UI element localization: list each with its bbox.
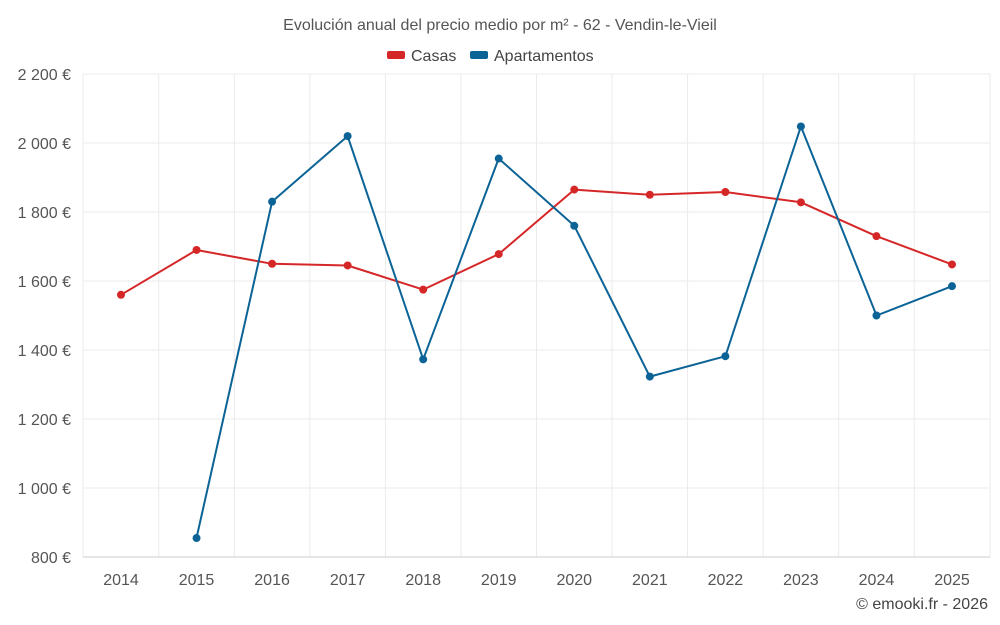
chart-title: Evolución anual del precio medio por m² … <box>283 17 717 34</box>
y-tick-label: 1 400 € <box>18 343 71 360</box>
legend-item-casas[interactable]: Casas <box>387 48 456 65</box>
data-point-apartamentos[interactable] <box>570 221 579 230</box>
x-tick-label: 2015 <box>179 572 215 589</box>
data-point-casas[interactable] <box>192 245 201 254</box>
data-point-casas[interactable] <box>117 290 125 299</box>
x-axis: 2014 2015 2016 2017 2018 2019 2020 2021 2022 2023… <box>83 556 990 589</box>
data-point-apartamentos[interactable] <box>268 197 277 206</box>
legend-item-apartamentos[interactable]: Apartamentos <box>470 48 594 65</box>
credit-text: © emooki.fr - 2026 <box>856 596 988 613</box>
data-point-casas[interactable] <box>343 261 352 270</box>
series-layer <box>117 122 956 543</box>
x-tick-label: 2021 <box>632 572 668 589</box>
data-point-apartamentos[interactable] <box>192 534 201 543</box>
x-tick-label: 2019 <box>481 572 517 589</box>
legend-swatch-casas <box>387 51 405 59</box>
x-tick-label: 2025 <box>934 572 970 589</box>
gridlines <box>82 73 991 557</box>
data-point-casas[interactable] <box>948 260 956 269</box>
series-apartamentos <box>192 122 956 543</box>
y-tick-label: 1 200 € <box>18 412 71 429</box>
y-tick-label: 2 000 € <box>18 136 71 153</box>
x-tick-label: 2024 <box>859 572 895 589</box>
data-point-casas[interactable] <box>721 187 730 196</box>
x-tick-label: 2020 <box>556 572 592 589</box>
x-tick-label: 2022 <box>708 572 744 589</box>
data-point-apartamentos[interactable] <box>721 352 730 361</box>
legend-label-apartamentos: Apartamentos <box>494 48 594 65</box>
data-point-casas[interactable] <box>268 259 277 268</box>
data-point-apartamentos[interactable] <box>343 132 352 141</box>
y-axis: 800 € 1 000 € 1 200 € 1 400 € 1 600 € 1 800 €… <box>18 67 71 567</box>
x-tick-label: 2023 <box>783 572 819 589</box>
data-point-casas[interactable] <box>872 232 881 241</box>
x-tick-label: 2016 <box>254 572 290 589</box>
data-point-casas[interactable] <box>494 250 503 259</box>
data-point-apartamentos[interactable] <box>872 311 881 320</box>
data-point-casas[interactable] <box>645 190 654 199</box>
legend-swatch-apartamentos <box>470 51 488 59</box>
data-point-apartamentos[interactable] <box>645 372 654 381</box>
x-tick-label: 2018 <box>405 572 441 589</box>
x-tick-label: 2017 <box>330 572 366 589</box>
y-tick-label: 1 000 € <box>18 481 71 498</box>
legend-label-casas: Casas <box>411 48 456 65</box>
y-tick-label: 800 € <box>31 550 71 567</box>
y-tick-label: 2 200 € <box>18 67 71 84</box>
data-point-apartamentos[interactable] <box>419 355 428 364</box>
data-point-casas[interactable] <box>570 185 579 194</box>
data-point-apartamentos[interactable] <box>494 154 503 163</box>
data-point-apartamentos[interactable] <box>948 282 956 291</box>
legend[interactable]: Casas Apartamentos <box>387 48 594 65</box>
data-point-casas[interactable] <box>419 285 428 294</box>
data-point-apartamentos[interactable] <box>796 122 805 131</box>
y-tick-label: 1 800 € <box>18 205 71 222</box>
x-tick-label: 2014 <box>103 572 139 589</box>
data-point-casas[interactable] <box>796 198 805 207</box>
y-tick-label: 1 600 € <box>18 274 71 291</box>
